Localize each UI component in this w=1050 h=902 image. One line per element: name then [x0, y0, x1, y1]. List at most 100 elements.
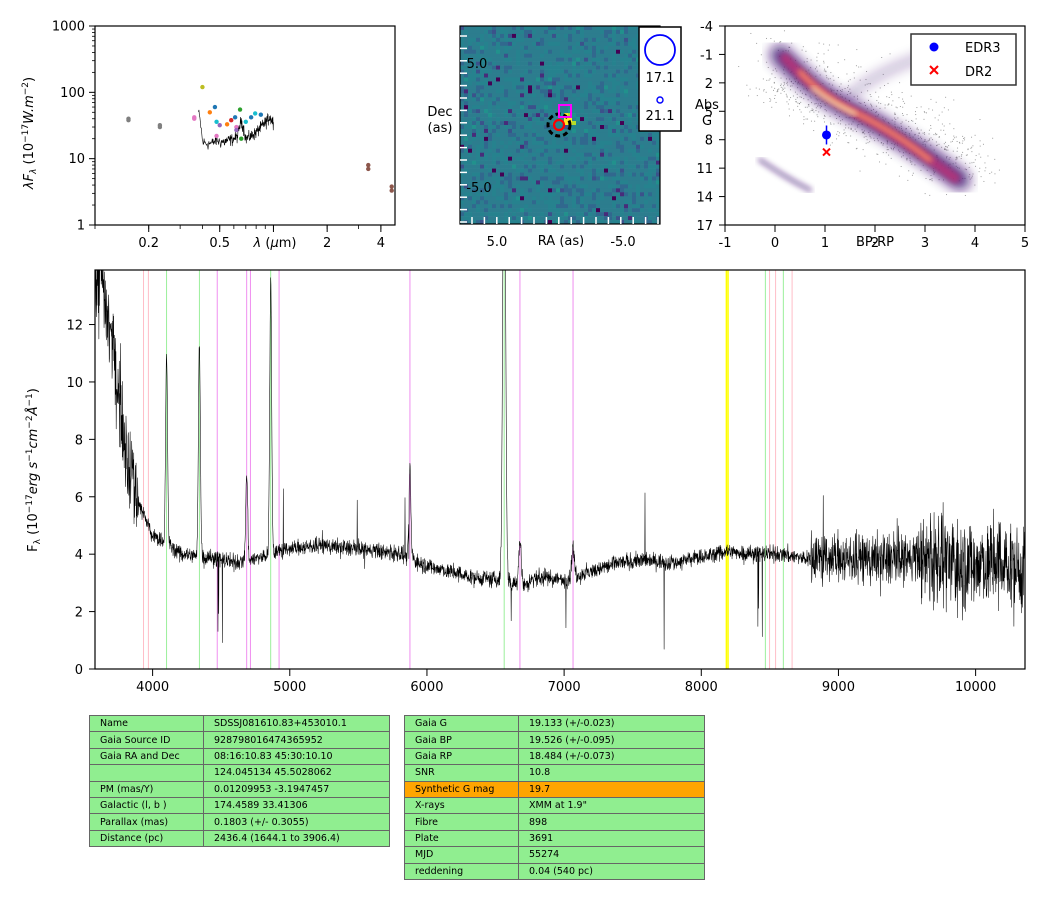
hr-field-star [954, 137, 956, 139]
image-pixel [552, 29, 557, 35]
hr-legend: EDR3 DR2 [910, 33, 1017, 86]
image-pixel [484, 26, 489, 31]
image-pixel [552, 164, 557, 169]
edr3-point [822, 130, 831, 140]
hr-field-star [938, 143, 940, 145]
image-pixel [532, 128, 537, 134]
image-pixel [636, 188, 641, 193]
image-pixel [620, 73, 625, 78]
image-pixel [560, 208, 565, 213]
image-pixel [492, 109, 497, 114]
sed-photometry-point [389, 188, 394, 193]
hr-field-star [832, 75, 834, 77]
image-pixel [608, 160, 613, 165]
image-pixel [568, 69, 573, 74]
image-pixel [580, 29, 585, 35]
image-pixel [568, 93, 573, 98]
hr-field-star [964, 137, 966, 139]
image-pixel [592, 152, 597, 157]
hr-field-star [918, 132, 920, 134]
image-pixel [608, 117, 613, 122]
image-pixel [532, 53, 537, 58]
image-pixel [648, 152, 653, 157]
image-pixel [640, 220, 645, 224]
image-pixel [596, 168, 601, 173]
image-pixel [624, 136, 629, 142]
image-pixel [544, 65, 549, 70]
image-pixel [460, 37, 465, 43]
image-pixel [580, 57, 585, 62]
image-pixel [476, 49, 481, 55]
hr-field-star [982, 143, 984, 145]
hr-field-star [780, 86, 782, 88]
image-pixel [484, 109, 489, 114]
image-pixel [508, 176, 513, 181]
hr-field-star [909, 159, 911, 161]
image-pixel [600, 37, 605, 43]
image-pixel [460, 216, 465, 221]
image-pixel [572, 113, 577, 118]
image-pixel [528, 196, 533, 201]
image-pixel [648, 140, 653, 146]
image-pixel [508, 45, 513, 51]
hr-field-star [825, 71, 827, 73]
image-pixel [540, 61, 545, 66]
image-pixel [460, 160, 465, 165]
image-pixel [532, 89, 537, 94]
image-pixel [524, 49, 529, 55]
image-pixel [488, 180, 493, 185]
hr-field-star [748, 95, 750, 97]
image-pixel [592, 61, 597, 66]
image-pixel [520, 41, 525, 47]
image-pixel [504, 128, 509, 134]
image-pixel [464, 140, 469, 146]
hr-field-star [935, 134, 937, 136]
image-pixel [536, 121, 541, 126]
image-pixel [568, 57, 573, 62]
image-pixel [624, 156, 629, 161]
hr-field-star [911, 163, 913, 165]
hr-field-star [816, 70, 818, 72]
image-pixel [488, 101, 493, 106]
image-pixel [492, 192, 497, 197]
image-markers [546, 104, 572, 138]
hr-field-star [861, 129, 863, 131]
image-pixel [560, 73, 565, 78]
image-pixel [468, 212, 473, 217]
image-pixel [464, 216, 469, 221]
image-pixel [560, 220, 565, 224]
hr-field-star [864, 155, 866, 157]
hr-field-star [823, 62, 825, 64]
hr-field-star [937, 119, 939, 121]
image-pixel [576, 101, 581, 106]
image-pixel [508, 29, 513, 35]
image-pixel [616, 26, 621, 31]
image-pixel [544, 140, 549, 146]
image-pixel [640, 172, 645, 177]
image-pixel [492, 220, 497, 224]
image-pixel [612, 152, 617, 157]
image-pixel [560, 57, 565, 62]
image-pixel [564, 29, 569, 35]
image-pixel [556, 89, 561, 94]
image-pixel [632, 200, 637, 205]
image-pixel [580, 164, 585, 169]
hr-field-star [886, 146, 888, 148]
image-pixel [600, 144, 605, 150]
hr-field-star [916, 128, 918, 130]
image-pixel [496, 53, 501, 58]
hr-field-star [906, 157, 908, 159]
image-pixel [632, 128, 637, 134]
image-pixel [536, 212, 541, 217]
image-pixel [564, 85, 569, 90]
hr-field-star [771, 73, 773, 75]
image-pixel [652, 168, 657, 173]
image-pixel [460, 73, 465, 78]
image-pixel [612, 41, 617, 47]
image-pixel [572, 61, 577, 66]
image-pixel [488, 105, 493, 110]
image-pixel [472, 77, 477, 82]
image-pixel [604, 196, 609, 201]
image-pixel [652, 156, 657, 161]
image-pixel [480, 180, 485, 185]
